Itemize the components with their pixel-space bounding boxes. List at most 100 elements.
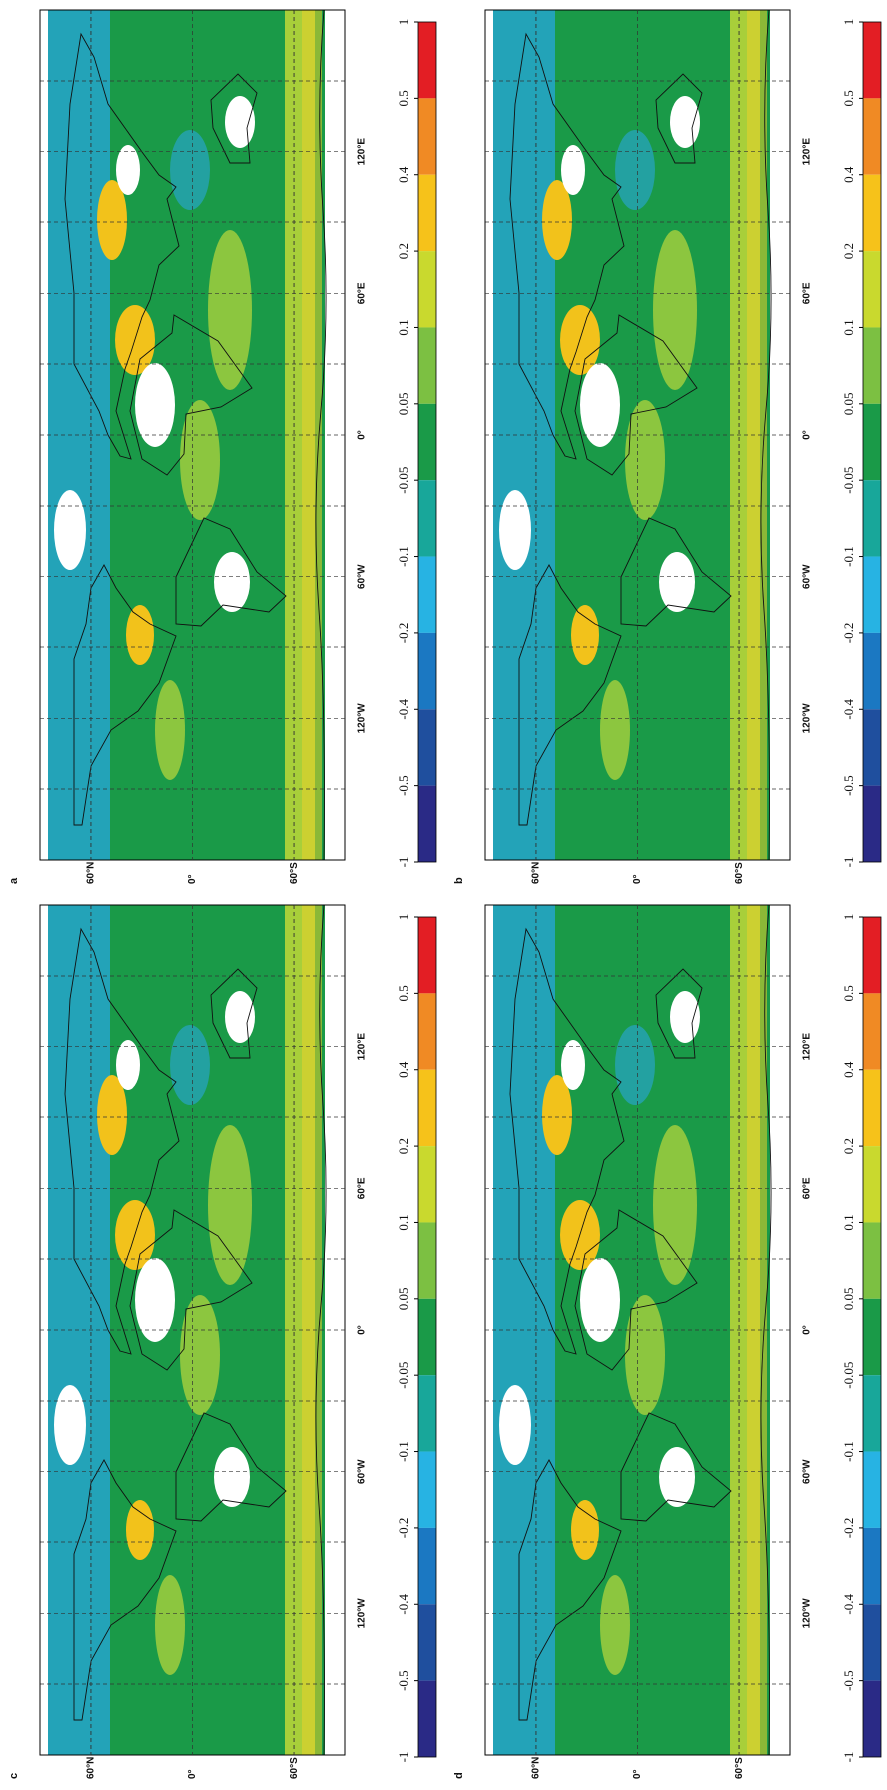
lat-label: 60°N xyxy=(530,1757,541,1779)
colorbar-label: -0.4 xyxy=(396,1593,411,1614)
colorbar-label: -1 xyxy=(396,1752,411,1763)
colorbar-box xyxy=(418,632,436,710)
colorbar-label: -0.05 xyxy=(396,467,411,494)
lon-label: 120°E xyxy=(802,1033,813,1061)
colorbar-label: 1 xyxy=(841,914,856,921)
lon-label: 0° xyxy=(357,430,368,440)
colorbar-box xyxy=(863,1451,881,1528)
colorbar-label: 0.05 xyxy=(396,392,411,415)
colorbar-label: 0.4 xyxy=(396,166,411,183)
colorbar-label: 1 xyxy=(396,914,411,921)
lat-label: 60°N xyxy=(85,862,96,884)
colorbar-box xyxy=(418,403,436,481)
lon-label: 0° xyxy=(802,430,813,440)
colorbar-box xyxy=(863,403,881,481)
colorbar-box xyxy=(863,1069,881,1147)
lon-label: 120°E xyxy=(802,138,813,166)
lon-label: 60°W xyxy=(802,564,813,589)
colorbar-label: -0.2 xyxy=(396,1518,411,1539)
colorbar-label: 0.1 xyxy=(396,1214,411,1230)
lat-label: 60°N xyxy=(530,862,541,884)
colorbar-box xyxy=(418,1298,436,1376)
colorbar-label: -1 xyxy=(396,857,411,868)
colorbar-box xyxy=(863,98,881,175)
colorbar-label: 0.2 xyxy=(396,243,411,259)
colorbar-box xyxy=(863,22,881,99)
colorbar-frame xyxy=(417,21,437,863)
colorbar-label: 0.4 xyxy=(396,1061,411,1078)
lon-label: 120°W xyxy=(357,703,368,734)
colorbar-label: 0.5 xyxy=(841,985,856,1001)
colorbar-label: -0.1 xyxy=(396,546,411,567)
lon-label: 60°E xyxy=(357,1177,368,1199)
colorbar-label: -0.2 xyxy=(396,623,411,644)
colorbar-box xyxy=(863,632,881,710)
lon-label: 120°W xyxy=(802,1598,813,1629)
colorbar-box xyxy=(418,993,436,1070)
colorbar-label: 0.2 xyxy=(841,1138,856,1154)
colorbar-label: 0.05 xyxy=(841,1287,856,1310)
colorbar-box xyxy=(863,993,881,1070)
panel-label: b xyxy=(453,877,465,884)
colorbar-label: 0.2 xyxy=(396,1138,411,1154)
colorbar-label: 0.4 xyxy=(841,1061,856,1078)
colorbar-frame xyxy=(862,916,882,1758)
colorbar-box xyxy=(863,480,881,557)
lon-label: 120°E xyxy=(357,1033,368,1061)
colorbar-label: 0.05 xyxy=(396,1287,411,1310)
colorbar-box xyxy=(418,251,436,328)
lon-label: 60°W xyxy=(802,1459,813,1484)
colorbar-box xyxy=(863,1146,881,1223)
panel-label: a xyxy=(8,877,20,884)
colorbar-box xyxy=(863,327,881,404)
lon-label: 60°E xyxy=(357,282,368,304)
colorbar-label: -0.5 xyxy=(841,775,856,796)
colorbar-label: -0.1 xyxy=(841,546,856,567)
colorbar-label: 1 xyxy=(841,19,856,26)
colorbar-box xyxy=(863,785,881,862)
colorbar-label: -0.4 xyxy=(841,698,856,719)
colorbar-box xyxy=(863,1375,881,1452)
colorbar-label: 0.2 xyxy=(841,243,856,259)
colorbar-box xyxy=(418,98,436,175)
lat-label: 0° xyxy=(187,1769,198,1779)
map-panel: a 60°N 0° 60°S 120°W 60°W 0° 60°E 120°E 1 0.5 0.4 0.… xyxy=(8,9,437,884)
colorbar-label: 0.5 xyxy=(396,90,411,106)
colorbar-box xyxy=(418,1451,436,1528)
colorbar-label: -0.2 xyxy=(841,623,856,644)
colorbar-label: -0.4 xyxy=(841,1593,856,1614)
colorbar-box xyxy=(863,1527,881,1605)
colorbar-box xyxy=(863,1604,881,1681)
lon-label: 60°W xyxy=(357,564,368,589)
colorbar-label: 0.4 xyxy=(841,166,856,183)
colorbar-label: 0.1 xyxy=(396,319,411,335)
colorbar-label: -0.5 xyxy=(841,1670,856,1691)
lon-label: 60°W xyxy=(357,1459,368,1484)
colorbar-label: -0.2 xyxy=(841,1518,856,1539)
colorbar-box xyxy=(418,785,436,862)
lon-label: 60°E xyxy=(802,282,813,304)
lat-label: 60°N xyxy=(85,1757,96,1779)
lon-label: 120°W xyxy=(802,703,813,734)
colorbar-box xyxy=(418,1527,436,1605)
colorbar-label: 1 xyxy=(396,19,411,26)
colorbar-label: -0.05 xyxy=(841,467,856,494)
colorbar-box xyxy=(863,251,881,328)
colorbar-box xyxy=(863,917,881,994)
lon-label: 120°E xyxy=(357,138,368,166)
colorbar-box xyxy=(418,174,436,252)
lat-label: 0° xyxy=(632,1769,643,1779)
colorbar-box xyxy=(863,174,881,252)
colorbar-label: -0.1 xyxy=(396,1441,411,1462)
colorbar-label: -0.5 xyxy=(396,775,411,796)
colorbar-label: -0.05 xyxy=(396,1362,411,1389)
colorbar-label: -1 xyxy=(841,1752,856,1763)
lat-label: 0° xyxy=(187,874,198,884)
colorbar-frame xyxy=(862,21,882,863)
lon-label: 60°E xyxy=(802,1177,813,1199)
lat-label: 60°S xyxy=(289,862,300,884)
colorbar-box xyxy=(418,1680,436,1757)
map-panel: b 60°N 0° 60°S 120°W 60°W 0° 60°E 120°E 1 0.5 0.4 0.… xyxy=(453,9,882,884)
colorbar-label: 0.1 xyxy=(841,1214,856,1230)
